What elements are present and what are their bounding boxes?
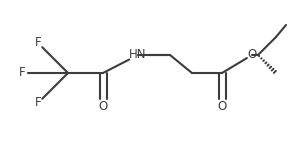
Text: F: F — [19, 66, 25, 80]
Text: F: F — [35, 36, 41, 49]
Text: O: O — [247, 49, 257, 62]
Text: O: O — [98, 100, 108, 113]
Text: HN: HN — [129, 49, 147, 62]
Text: O: O — [217, 100, 226, 113]
Text: F: F — [35, 97, 41, 109]
